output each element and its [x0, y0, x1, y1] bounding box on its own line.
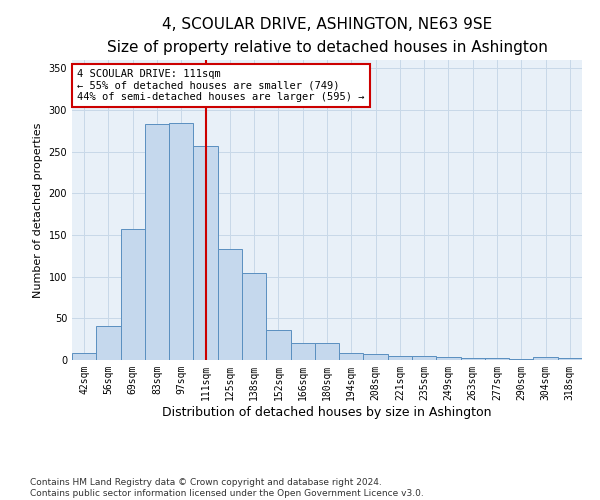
Bar	[266, 330, 290, 360]
Bar	[193, 146, 218, 360]
Bar	[145, 124, 169, 360]
Bar	[364, 354, 388, 360]
Bar	[558, 358, 582, 360]
Text: Contains HM Land Registry data © Crown copyright and database right 2024.
Contai: Contains HM Land Registry data © Crown c…	[30, 478, 424, 498]
Bar	[436, 356, 461, 360]
Title: 4, SCOULAR DRIVE, ASHINGTON, NE63 9SE
Size of property relative to detached hous: 4, SCOULAR DRIVE, ASHINGTON, NE63 9SE Si…	[107, 18, 547, 54]
Bar	[509, 359, 533, 360]
Bar	[169, 124, 193, 360]
Bar	[388, 356, 412, 360]
Y-axis label: Number of detached properties: Number of detached properties	[33, 122, 43, 298]
Bar	[339, 354, 364, 360]
Bar	[533, 356, 558, 360]
Bar	[96, 326, 121, 360]
Bar	[461, 358, 485, 360]
Bar	[218, 249, 242, 360]
Bar	[412, 356, 436, 360]
Bar	[72, 352, 96, 360]
Bar	[315, 342, 339, 360]
Bar	[290, 344, 315, 360]
Bar	[121, 229, 145, 360]
Bar	[485, 358, 509, 360]
Text: 4 SCOULAR DRIVE: 111sqm
← 55% of detached houses are smaller (749)
44% of semi-d: 4 SCOULAR DRIVE: 111sqm ← 55% of detache…	[77, 69, 365, 102]
X-axis label: Distribution of detached houses by size in Ashington: Distribution of detached houses by size …	[162, 406, 492, 418]
Bar	[242, 274, 266, 360]
